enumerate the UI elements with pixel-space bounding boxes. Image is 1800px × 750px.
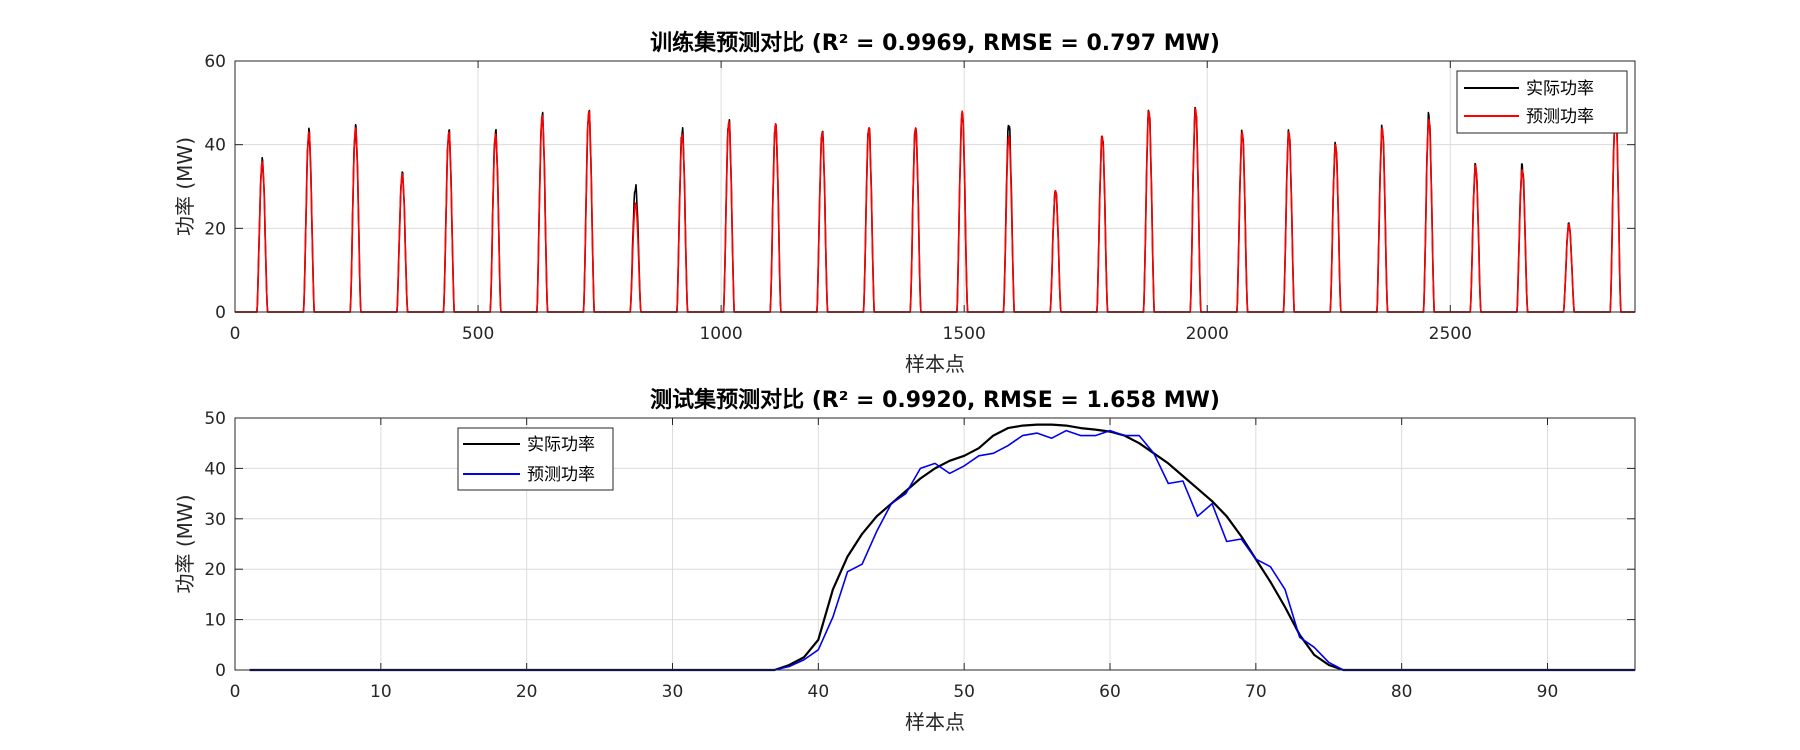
x-tick-label: 30 [662,682,684,702]
y-tick-label: 20 [204,219,226,239]
x-tick-label: 1500 [943,324,986,344]
test-x-axis-label: 样本点 [905,710,965,734]
x-tick-label: 40 [808,682,830,702]
train-chart-title: 训练集预测对比 (R² = 0.9969, RMSE = 0.797 MW) [650,30,1220,56]
test-actual-series-line [249,423,1635,672]
train-y-axis-label: 功率 (MW) [173,137,197,236]
x-tick-label: 0 [230,324,241,344]
train-legend: 实际功率 预测功率 [1456,70,1628,134]
x-tick-label: 500 [462,324,494,344]
x-tick-label: 50 [953,682,975,702]
y-tick-label: 30 [204,510,226,530]
x-tick-label: 2500 [1429,324,1472,344]
test-series [249,423,1635,672]
y-tick-label: 0 [215,303,226,323]
train-chart-axes: 0 500 1000 1500 2000 2500 0 20 40 60 训练集预测对比 (R² … [173,30,1636,376]
test-predicted-series-line [249,429,1635,671]
y-tick-label: 10 [204,611,226,631]
train-ticks: 0 500 1000 1500 2000 2500 0 20 40 60 [204,52,1635,344]
y-tick-label: 0 [215,661,226,681]
x-tick-label: 20 [516,682,538,702]
x-tick-label: 2000 [1186,324,1229,344]
test-chart-title: 测试集预测对比 (R² = 0.9920, RMSE = 1.658 MW) [650,387,1220,413]
x-tick-label: 10 [370,682,392,702]
test-ticks: 0 10 20 30 40 50 60 70 80 90 0 10 20 30 40 50 [204,409,1635,702]
test-y-axis-label: 功率 (MW) [173,495,197,594]
y-tick-label: 60 [204,52,226,72]
y-tick-label: 40 [204,136,226,156]
train-legend-actual-label: 实际功率 [1526,79,1594,99]
x-tick-label: 60 [1099,682,1121,702]
x-tick-label: 0 [230,682,241,702]
test-chart-axes: 0 10 20 30 40 50 60 70 80 90 0 10 20 30 40 50 测试集预测对比 (… [173,387,1636,734]
y-tick-label: 40 [204,459,226,479]
y-tick-label: 20 [204,560,226,580]
train-x-axis-label: 样本点 [905,352,965,376]
x-tick-label: 70 [1245,682,1267,702]
test-legend-predicted-label: 预测功率 [527,465,595,485]
y-tick-label: 50 [204,409,226,429]
train-legend-predicted-label: 预测功率 [1526,107,1594,127]
test-legend: 实际功率 预测功率 [457,427,614,491]
x-tick-label: 90 [1537,682,1559,702]
test-legend-actual-label: 实际功率 [527,435,595,455]
x-tick-label: 1000 [699,324,742,344]
x-tick-label: 80 [1391,682,1413,702]
